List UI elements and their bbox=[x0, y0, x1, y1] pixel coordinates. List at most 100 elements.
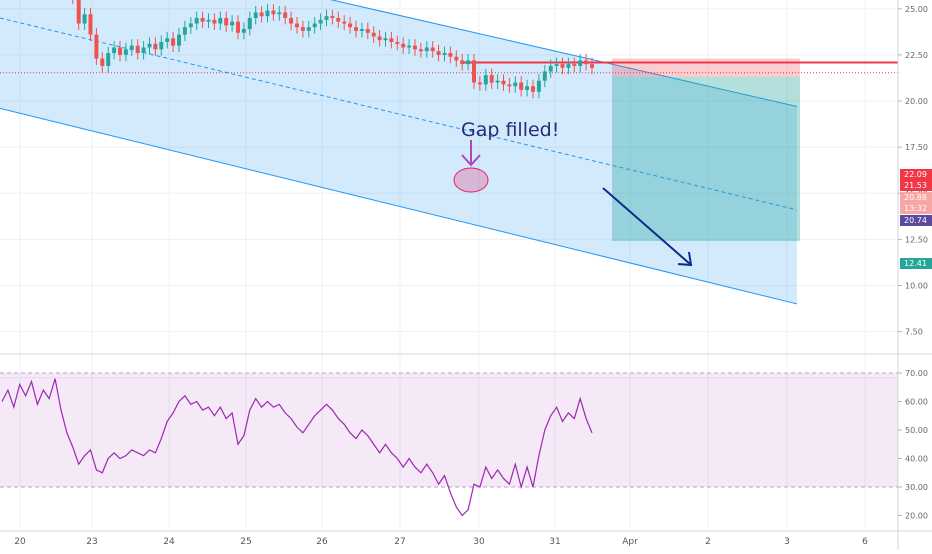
candle-body bbox=[371, 32, 376, 37]
price-axis-label: 20.88 bbox=[904, 193, 927, 202]
candle-body bbox=[277, 12, 282, 15]
candle-body bbox=[188, 23, 193, 28]
candle-body bbox=[401, 43, 406, 48]
target-arrow-head bbox=[677, 251, 693, 267]
candle-body bbox=[212, 19, 217, 24]
candle-body bbox=[572, 64, 577, 66]
candle-body bbox=[436, 51, 441, 55]
candle-body bbox=[289, 17, 294, 24]
price-axis-label-box bbox=[900, 169, 932, 180]
candle-body bbox=[141, 47, 146, 54]
candle-body bbox=[259, 12, 264, 17]
y-axis-tick-label: 22.50 bbox=[905, 51, 928, 60]
candle-body bbox=[531, 86, 535, 92]
y-axis-tick-label: 17.50 bbox=[905, 143, 928, 152]
price-axis-label-box bbox=[900, 192, 932, 203]
candle-body bbox=[489, 75, 494, 83]
gap-filled-annotation: Gap filled! bbox=[461, 119, 559, 141]
rsi-line[interactable] bbox=[1, 378, 593, 517]
candle-body bbox=[359, 29, 364, 31]
price-axis-label: 12.41 bbox=[904, 259, 927, 268]
gap-highlight-ellipse[interactable] bbox=[453, 167, 489, 193]
candle-body bbox=[477, 82, 482, 85]
candle-body bbox=[448, 53, 453, 57]
candle-body bbox=[542, 71, 547, 81]
candle-body bbox=[365, 29, 370, 33]
channel-fill bbox=[0, 0, 797, 304]
channel-middle-line[interactable] bbox=[0, 17, 798, 211]
candle-body bbox=[247, 17, 252, 30]
candle-body bbox=[513, 82, 518, 87]
x-axis-tick-label: 6 bbox=[862, 537, 868, 547]
candle-body bbox=[100, 58, 105, 66]
candle-body bbox=[318, 19, 323, 24]
candle-body bbox=[407, 45, 412, 48]
candle-body bbox=[112, 47, 117, 54]
candle-body bbox=[566, 64, 571, 68]
candle-body bbox=[525, 86, 530, 90]
candle-body bbox=[395, 41, 400, 44]
candle-body bbox=[454, 56, 459, 61]
price-axis-label: 21.53 bbox=[904, 181, 927, 190]
candle-body bbox=[129, 45, 134, 50]
candle-body bbox=[76, 0, 81, 24]
candle-body bbox=[153, 43, 158, 50]
candle-body bbox=[94, 34, 99, 59]
candle-body bbox=[483, 75, 488, 85]
candle-body bbox=[519, 82, 524, 90]
candle-body bbox=[253, 12, 258, 18]
price-axis-label-box bbox=[900, 203, 932, 214]
x-axis-tick-label: 30 bbox=[473, 537, 485, 547]
rsi-axis-tick-label: 50.00 bbox=[905, 426, 928, 435]
position-target-zone[interactable] bbox=[612, 76, 800, 242]
candle-body bbox=[342, 21, 347, 24]
candle-body bbox=[171, 38, 176, 46]
candle-body bbox=[442, 53, 447, 55]
candle-body bbox=[507, 84, 512, 87]
y-axis-tick-label: 25.00 bbox=[905, 5, 928, 14]
x-axis-tick-label: 31 bbox=[549, 537, 560, 547]
candle-body bbox=[590, 64, 594, 68]
y-axis-tick-label: 7.50 bbox=[905, 328, 923, 337]
rsi-band bbox=[0, 373, 898, 487]
candle-body bbox=[548, 65, 553, 72]
candle-body bbox=[123, 49, 128, 55]
candle-body bbox=[413, 45, 417, 50]
x-axis-tick-label: 24 bbox=[163, 537, 175, 547]
candle-body bbox=[106, 53, 111, 66]
candle-body bbox=[354, 27, 358, 31]
candle-body bbox=[159, 41, 164, 50]
channel-upper-line[interactable] bbox=[0, 0, 798, 108]
candle-body bbox=[536, 80, 541, 92]
position-stop-zone[interactable] bbox=[612, 58, 800, 77]
x-axis-tick-label: 25 bbox=[240, 537, 251, 547]
x-axis-tick-label: 26 bbox=[316, 537, 328, 547]
candle-body bbox=[88, 14, 93, 35]
x-axis-tick-label: Apr bbox=[622, 537, 638, 547]
candle-body bbox=[578, 60, 583, 66]
price-axis-label: 22.09 bbox=[904, 170, 927, 179]
candle-body bbox=[554, 64, 559, 66]
x-axis-tick-label: 27 bbox=[394, 537, 405, 547]
candle-body bbox=[271, 10, 276, 15]
candle-body bbox=[165, 38, 170, 42]
candle-body bbox=[312, 23, 317, 28]
x-axis-tick-label: 3 bbox=[784, 537, 790, 547]
candle-body bbox=[182, 27, 187, 35]
candle-body bbox=[560, 64, 565, 68]
candle-body bbox=[466, 60, 471, 65]
candle-body bbox=[218, 17, 223, 24]
candle-body bbox=[283, 12, 288, 18]
candle-body bbox=[194, 17, 199, 24]
rsi-axis-tick-label: 60.00 bbox=[905, 398, 928, 407]
target-arrow-shaft[interactable] bbox=[602, 187, 691, 265]
y-axis-tick-label: 12.50 bbox=[905, 235, 928, 244]
candle-body bbox=[336, 17, 341, 22]
channel-lower-line[interactable] bbox=[0, 107, 798, 305]
x-axis-tick-label: 2 bbox=[705, 537, 711, 547]
candle-body bbox=[224, 17, 229, 26]
price-axis-label-box bbox=[900, 180, 932, 191]
rsi-axis-tick-label: 30.00 bbox=[905, 483, 928, 492]
